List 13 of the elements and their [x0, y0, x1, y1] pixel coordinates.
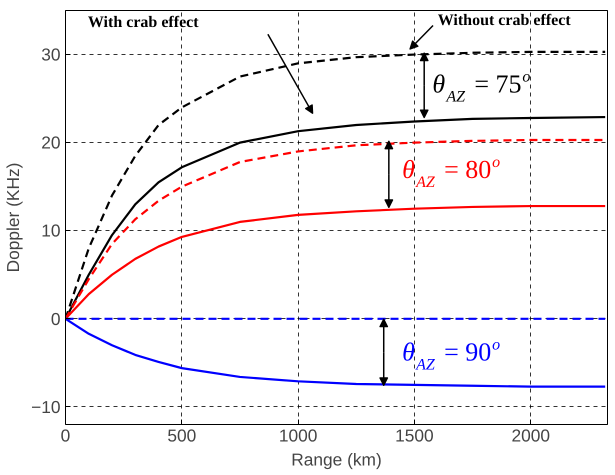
y-tick-label: 0	[50, 308, 61, 329]
x-axis-title: Range (km)	[291, 450, 382, 470]
y-tick-label: 10	[41, 220, 61, 241]
annotation: Without crab effect	[438, 12, 572, 29]
x-tick-label: 1000	[278, 426, 318, 446]
x-tick-label: 1500	[395, 426, 434, 446]
y-tick-label: 20	[41, 132, 61, 153]
x-tick-label: 500	[167, 426, 196, 446]
annotation: With crab effect	[88, 14, 200, 31]
y-axis-title: Doppler (KHz)	[3, 162, 24, 272]
y-tick-label: −10	[31, 396, 61, 417]
y-tick-label: 30	[41, 44, 61, 65]
x-tick-label: 2000	[511, 426, 550, 446]
